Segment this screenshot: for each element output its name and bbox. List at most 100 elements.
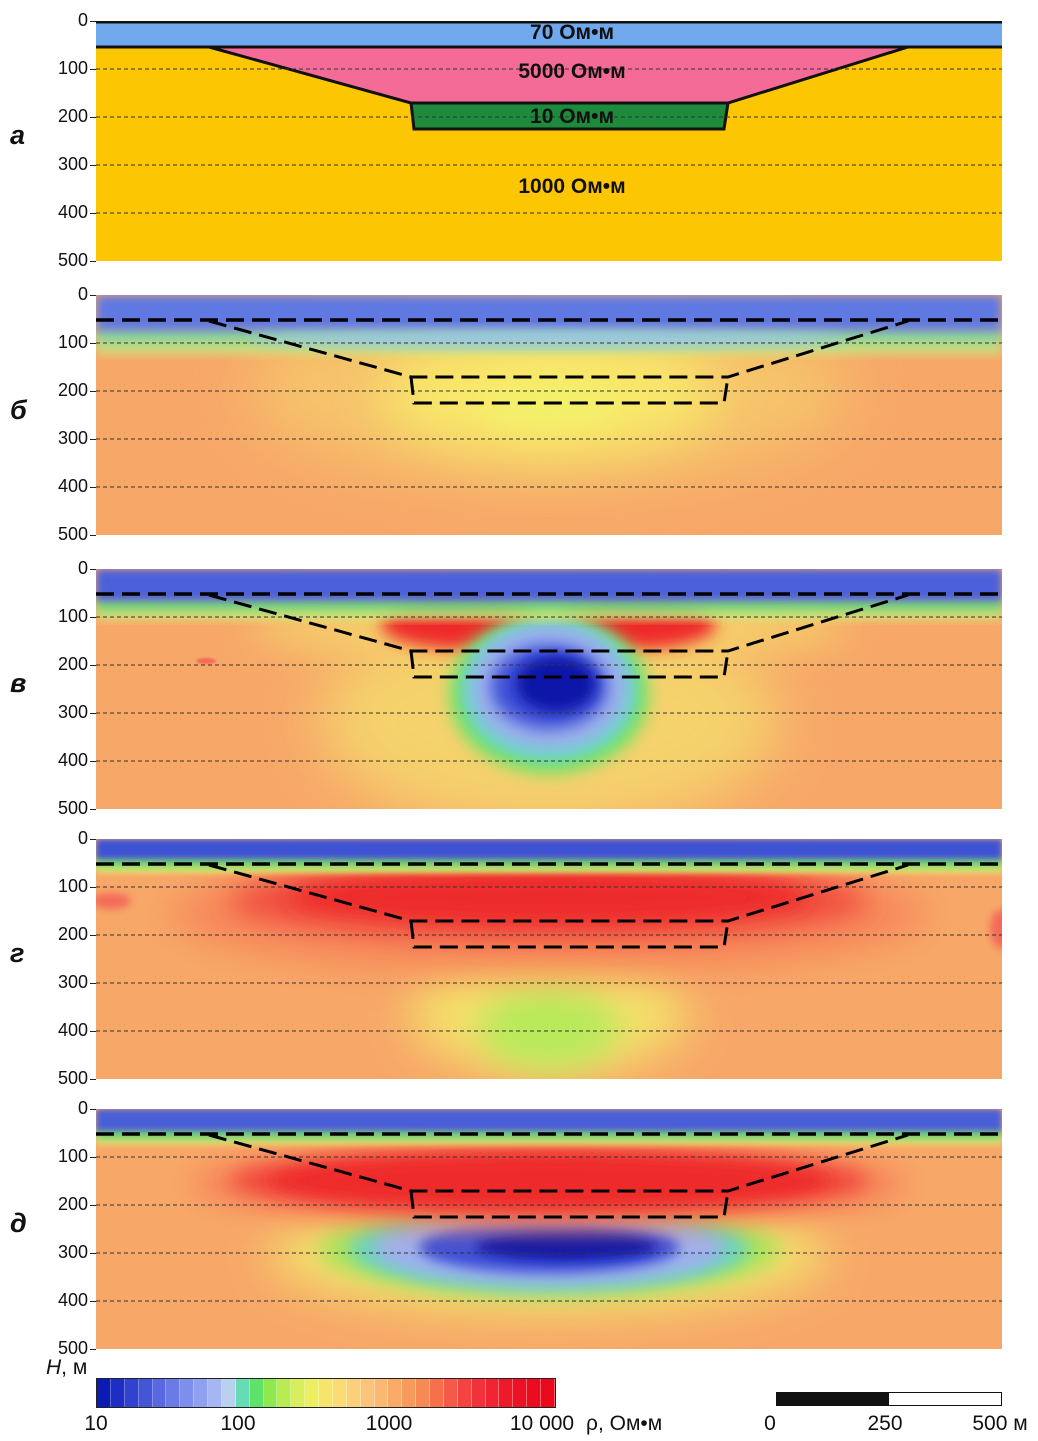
colorbar-cell (457, 1379, 472, 1407)
depth-tick-label: 0 (77, 10, 88, 30)
depth-tick-label: 300 (57, 972, 88, 992)
panel-letter-d: д (10, 1208, 27, 1238)
colorbar-cell (110, 1379, 125, 1407)
depth-tick-mark (90, 983, 96, 984)
resistivity-section-b (96, 295, 1002, 535)
model-wedge-outline (208, 593, 909, 653)
depth-tick-label: 500 (57, 1068, 88, 1088)
colorbar-cell (194, 1379, 208, 1407)
colorbar-cell (346, 1379, 361, 1407)
depth-tick-label: 500 (57, 250, 88, 270)
colorbar-cell (138, 1379, 153, 1407)
colorbar-cell (443, 1379, 458, 1407)
colorbar-cell (97, 1379, 111, 1407)
colorbar-cell (471, 1379, 486, 1407)
depth-tick-mark (90, 165, 96, 166)
colorbar-unit: ρ, Ом•м (586, 1412, 663, 1435)
panel-letter-b: б (10, 395, 27, 425)
depth-tick-mark (90, 261, 96, 262)
resistivity-anomaly (476, 1232, 656, 1260)
resistivity-anomaly (96, 569, 1002, 601)
resistivity-section-d (96, 1109, 1002, 1349)
colorbar-tick-10: 10 (84, 1412, 108, 1435)
colorbar-cell (485, 1379, 500, 1407)
colorbar-cell (166, 1379, 181, 1407)
colorbar-tick-10000: 10 000 (509, 1412, 575, 1435)
colorbar-cell (152, 1379, 167, 1407)
colorbar-cell (235, 1379, 250, 1407)
resistivity-section-v (96, 569, 1002, 809)
colorbar-cell (374, 1379, 389, 1407)
depth-tick-label: 500 (57, 1338, 88, 1358)
depth-tick-mark (90, 617, 96, 618)
depth-tick-label: 400 (57, 476, 88, 496)
depth-tick-mark (90, 295, 96, 296)
depth-tick-label: 300 (57, 154, 88, 174)
model-wedge-outline (208, 1133, 909, 1193)
colorbar-tick-1000: 1000 (365, 1412, 413, 1435)
depth-tick-mark (90, 665, 96, 666)
depth-tick-mark (90, 809, 96, 810)
depth-tick-mark (90, 535, 96, 536)
depth-tick-mark (90, 1349, 96, 1350)
model-panel: 70 Ом•м 5000 Ом•м 10 Ом•м 1000 Ом•м (96, 21, 1002, 261)
depth-tick-label: 100 (57, 876, 88, 896)
resistivity-anomaly (479, 380, 619, 430)
depth-tick-label: 100 (57, 606, 88, 626)
depth-tick-mark (90, 761, 96, 762)
depth-tick-mark (90, 487, 96, 488)
inversion-panel-v (96, 569, 1002, 809)
base-layer-label: 1000 Ом•м (518, 175, 626, 198)
wedge-layer-label: 5000 Ом•м (518, 60, 626, 83)
colorbar-cell (291, 1379, 306, 1407)
depth-tick-label: 200 (57, 924, 88, 944)
colorbar-cell (388, 1379, 403, 1407)
depth-tick-mark (90, 117, 96, 118)
model-lens-outline (409, 920, 730, 949)
depth-tick-label: 400 (57, 750, 88, 770)
depth-tick-label: 100 (57, 58, 88, 78)
colorbar-cell (402, 1379, 417, 1407)
low-resistivity-lens (409, 101, 730, 131)
depth-tick-label: 200 (57, 106, 88, 126)
depth-gridlines (96, 68, 1002, 214)
panel-letter-a: а (10, 120, 26, 150)
colorbar-cell (263, 1379, 278, 1407)
colorbar-cell (249, 1379, 264, 1407)
depth-tick-mark (90, 213, 96, 214)
resistivity-anomaly (96, 863, 1002, 873)
depth-tick-mark (90, 1157, 96, 1158)
depth-tick-label: 400 (57, 1020, 88, 1040)
resistivity-anomaly (516, 656, 596, 712)
model-wedge-outline (208, 863, 909, 923)
depth-tick-mark (90, 569, 96, 570)
depth-tick-label: 300 (57, 428, 88, 448)
colorbar-cell (277, 1379, 292, 1407)
resistivity-anomaly (269, 1155, 829, 1207)
resistivity-anomaly (96, 295, 1002, 331)
depth-tick-mark (90, 1079, 96, 1080)
colorbar-cell (124, 1379, 139, 1407)
inversion-panel-g (96, 839, 1002, 1079)
depth-tick-mark (90, 1109, 96, 1110)
depth-tick-label: 500 (57, 798, 88, 818)
distance-scalebar (776, 1392, 1002, 1406)
colorbar-tick-100: 100 (220, 1412, 256, 1435)
depth-tick-label: 200 (57, 380, 88, 400)
scalebar-tick-500: 500 м (972, 1412, 1028, 1435)
colorbar-cell (332, 1379, 347, 1407)
depth-tick-label: 100 (57, 1146, 88, 1166)
resistivity-anomaly (249, 331, 849, 347)
depth-tick-mark (90, 935, 96, 936)
resistivity-colorbar (96, 1378, 556, 1408)
depth-tick-mark (90, 439, 96, 440)
depth-tick-label: 200 (57, 654, 88, 674)
depth-tick-mark (90, 343, 96, 344)
depth-tick-label: 400 (57, 202, 88, 222)
model-lens-outline (409, 376, 730, 405)
model-lens-outline (409, 650, 730, 679)
model-wedge-outline (208, 319, 909, 379)
resistivity-anomaly (96, 893, 131, 909)
depth-tick-label: 0 (77, 284, 88, 304)
colorbar-cell (416, 1379, 430, 1407)
